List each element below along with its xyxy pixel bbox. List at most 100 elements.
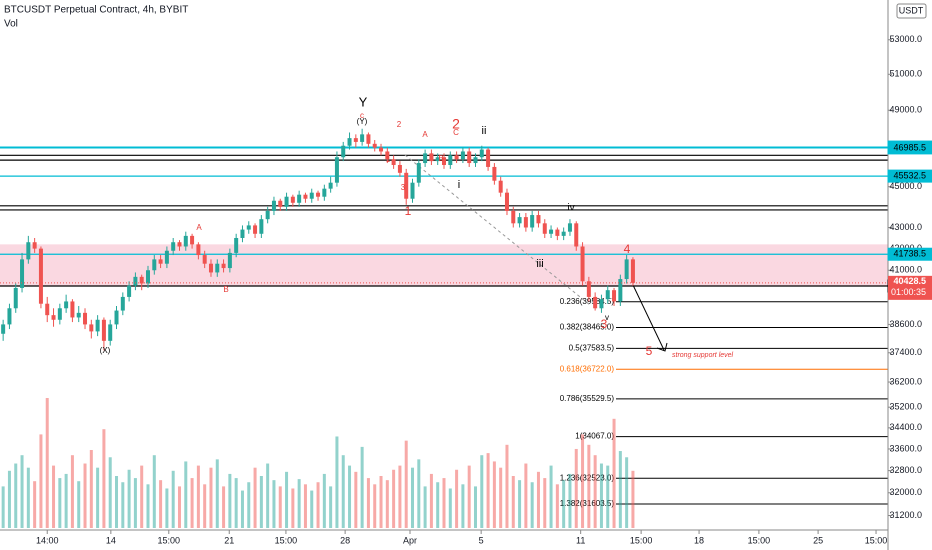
candle-body <box>624 259 629 280</box>
candle-body <box>303 194 308 199</box>
candle-body <box>523 217 528 228</box>
volume-bar <box>83 463 87 528</box>
volume-bar <box>278 486 282 528</box>
candle-body <box>561 231 566 236</box>
candle-body <box>504 192 509 211</box>
volume-bar <box>599 463 603 528</box>
currency[interactable]: USDT <box>899 5 924 15</box>
current-price-box <box>888 275 932 300</box>
volume-bar <box>222 486 226 528</box>
wave-label: ii <box>482 125 487 137</box>
x-tick-label: Apr <box>403 535 417 545</box>
volume-bar <box>574 448 578 528</box>
candle-body <box>70 301 75 318</box>
candle-body <box>328 182 333 189</box>
candle-body <box>309 192 314 199</box>
candle-body <box>51 315 56 320</box>
volume-bar <box>266 463 270 528</box>
volume-bar <box>310 490 314 528</box>
volume-bar <box>348 465 352 528</box>
candle-body <box>486 149 491 167</box>
candle-body <box>208 263 213 273</box>
volume-bar <box>146 484 150 528</box>
volume-bar <box>335 436 339 528</box>
volume-bar <box>115 476 119 528</box>
volume-bar <box>505 444 509 528</box>
volume-bar <box>247 482 251 528</box>
volume-bar <box>133 478 137 528</box>
y-tick-label: 43000.0 <box>889 222 922 232</box>
candle-body <box>397 164 402 173</box>
candle-body <box>120 296 125 311</box>
candle-body <box>83 312 88 325</box>
candle-body <box>89 324 94 332</box>
candle-body <box>454 155 459 160</box>
wave-label: strong support level <box>672 352 734 359</box>
candle-body <box>479 149 484 158</box>
volume-bar <box>234 478 238 528</box>
candle-body <box>605 290 610 300</box>
x-tick-label: 15:00 <box>630 535 653 545</box>
arrow-line <box>632 284 665 351</box>
volume-bar <box>562 480 566 528</box>
volume-bar <box>448 488 452 528</box>
level-price-label: 46985.5 <box>893 142 926 152</box>
candle-body <box>410 182 415 199</box>
candle-body <box>133 276 138 286</box>
volume-bar <box>203 484 207 528</box>
volume-bar <box>329 486 333 528</box>
volume-bar <box>518 480 522 528</box>
candle-body <box>183 235 188 247</box>
candle-body <box>429 153 434 162</box>
wave-label: 2 <box>452 116 460 132</box>
volume-bar <box>618 451 622 528</box>
volume-bar <box>555 484 559 528</box>
volume-bar <box>612 418 616 528</box>
volume-bar <box>165 488 169 528</box>
volume-bar <box>177 486 181 528</box>
candle-body <box>240 229 245 238</box>
volume-bar <box>625 457 629 528</box>
x-tick-label: 5 <box>479 535 484 545</box>
volume-bar <box>140 465 144 528</box>
volume-bar <box>297 479 301 528</box>
volume-bar <box>429 473 433 528</box>
candle-body <box>221 263 226 269</box>
candle-body <box>467 151 472 164</box>
fib-label: 1.236(32523.0) <box>560 473 615 482</box>
volume-bar <box>272 480 276 528</box>
candle-body <box>146 270 150 284</box>
candle-body <box>259 219 264 234</box>
chart-title: BTCUSDT Perpetual Contract, 4h, BYBIT <box>4 5 188 16</box>
candle-body <box>580 246 585 282</box>
x-tick-label: 14:00 <box>36 535 59 545</box>
volume-bar <box>322 473 326 528</box>
volume-bar <box>196 465 200 528</box>
candle-body <box>20 259 25 288</box>
volume-bar <box>1 486 5 528</box>
candle-body <box>284 196 289 207</box>
candle-body <box>435 157 440 162</box>
volume-bar <box>379 476 383 528</box>
candle-body <box>442 157 446 165</box>
candle-body <box>360 134 365 142</box>
volume-bar <box>461 484 465 528</box>
volume-bar <box>7 470 11 528</box>
candle-body <box>542 223 547 234</box>
candle-body <box>593 296 598 309</box>
candle-body <box>196 244 201 256</box>
candle-body <box>139 276 144 284</box>
candle-body <box>586 281 591 297</box>
volume-bar <box>385 480 389 528</box>
candle-body <box>492 166 497 181</box>
wave-label: (X) <box>100 346 111 355</box>
wave-label: i <box>458 179 460 191</box>
candle-body <box>253 225 258 234</box>
candle-body <box>448 155 453 165</box>
candle-body <box>316 192 321 197</box>
wave-label: 4 <box>624 242 631 256</box>
candle-body <box>177 242 182 247</box>
candle-body <box>549 229 554 234</box>
currency-box[interactable] <box>896 3 927 19</box>
